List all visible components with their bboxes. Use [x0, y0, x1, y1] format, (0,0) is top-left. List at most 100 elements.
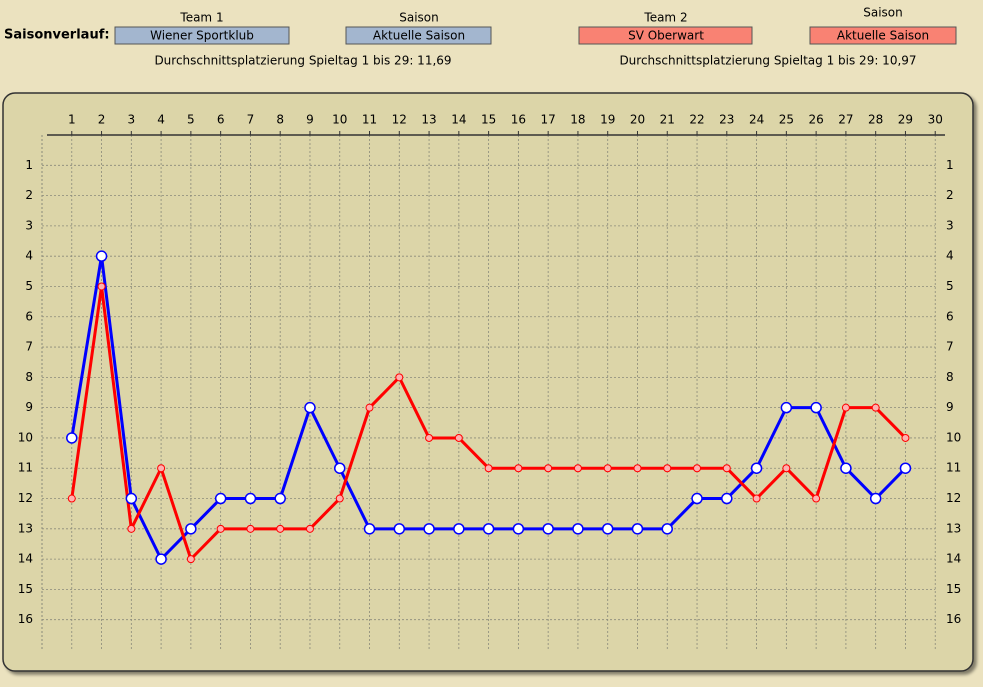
point — [423, 523, 435, 535]
season1-select[interactable]: Aktuelle Saison — [345, 26, 492, 45]
point — [482, 523, 495, 535]
x-tick-label: 4 — [157, 113, 165, 127]
point — [97, 282, 106, 291]
point — [395, 373, 404, 382]
point — [276, 524, 285, 533]
point — [454, 433, 463, 442]
point — [601, 523, 614, 535]
point — [216, 524, 225, 533]
x-tick-label: 17 — [541, 113, 556, 127]
y-tick-label-right: 15 — [946, 582, 961, 596]
point — [185, 523, 197, 535]
x-tick-label: 26 — [808, 113, 823, 127]
point — [246, 524, 255, 533]
point — [274, 492, 286, 505]
y-tick-label: 2 — [25, 188, 33, 202]
select-box[interactable] — [578, 26, 753, 45]
point — [899, 462, 912, 474]
x-tick-label: 23 — [719, 113, 734, 127]
y-tick-label-right: 12 — [946, 491, 961, 505]
team2-select[interactable]: SV Oberwart — [578, 26, 753, 45]
season1-label: Saison — [399, 11, 439, 25]
y-tick-label: 11 — [18, 461, 33, 475]
point — [812, 494, 821, 503]
point — [631, 523, 644, 535]
x-tick-label: 7 — [247, 113, 255, 127]
season1-value[interactable]: Aktuelle Saison — [373, 29, 465, 43]
x-tick-label: 3 — [128, 113, 136, 127]
point — [544, 464, 553, 473]
point — [721, 492, 733, 505]
x-tick-label: 21 — [660, 113, 675, 127]
point — [514, 464, 523, 473]
x-tick-label: 1 — [68, 113, 76, 127]
season2-value[interactable]: Aktuelle Saison — [837, 29, 929, 43]
point — [901, 433, 910, 442]
point — [333, 462, 346, 474]
x-tick-label: 11 — [362, 113, 377, 127]
point — [840, 462, 852, 474]
team2-name[interactable]: SV Oberwart — [628, 29, 704, 43]
point — [453, 523, 465, 535]
team2-label: Team 2 — [643, 11, 687, 25]
point — [780, 401, 793, 414]
y-tick-label: 5 — [25, 279, 33, 293]
point — [663, 464, 672, 473]
average-team1: Durchschnittsplatzierung Spieltag 1 bis … — [154, 54, 451, 68]
point — [661, 523, 674, 535]
point — [603, 464, 612, 473]
point — [722, 464, 731, 473]
y-tick-label: 6 — [25, 309, 33, 323]
x-tick-label: 6 — [217, 113, 225, 127]
team1-select[interactable]: Wiener Sportklub — [114, 26, 290, 45]
y-tick-label-right: 1 — [946, 158, 954, 172]
x-tick-label: 14 — [451, 113, 466, 127]
point — [67, 494, 76, 503]
point — [95, 250, 108, 262]
point — [484, 464, 493, 473]
select-box[interactable] — [114, 26, 290, 45]
team1-name[interactable]: Wiener Sportklub — [150, 29, 254, 43]
point — [869, 492, 882, 505]
chart-panel — [2, 92, 974, 672]
y-tick-label-right: 14 — [946, 552, 961, 566]
y-tick-label: 12 — [18, 491, 33, 505]
point — [363, 523, 376, 535]
team1-label: Team 1 — [179, 11, 223, 25]
x-tick-label: 30 — [928, 113, 943, 127]
y-tick-label-right: 6 — [946, 309, 954, 323]
y-tick-label: 7 — [25, 340, 33, 354]
x-tick-label: 13 — [421, 113, 436, 127]
x-tick-label: 5 — [187, 113, 195, 127]
y-tick-label: 13 — [18, 521, 33, 535]
point — [155, 553, 167, 565]
y-tick-label-right: 8 — [946, 370, 954, 384]
y-tick-label-right: 4 — [946, 249, 954, 263]
select-box[interactable] — [345, 26, 492, 45]
select-box[interactable] — [809, 26, 957, 45]
section-title: Saisonverlauf: — [4, 28, 110, 43]
point — [393, 523, 406, 535]
point — [214, 492, 227, 505]
point — [157, 464, 166, 473]
y-tick-label-right: 11 — [946, 461, 961, 475]
season2-select[interactable]: Aktuelle Saison — [809, 26, 957, 45]
point — [572, 523, 584, 535]
point — [66, 432, 78, 444]
x-tick-label: 20 — [630, 113, 645, 127]
point — [125, 492, 138, 505]
x-tick-label: 19 — [600, 113, 615, 127]
average-team2: Durchschnittsplatzierung Spieltag 1 bis … — [619, 54, 916, 68]
point — [186, 555, 195, 564]
point — [752, 494, 761, 503]
y-tick-label-right: 10 — [946, 430, 961, 444]
y-tick-label: 10 — [18, 430, 33, 444]
point — [365, 403, 374, 412]
y-tick-label: 16 — [18, 612, 33, 626]
y-tick-label: 4 — [25, 249, 33, 263]
point — [693, 464, 702, 473]
season2-label: Saison — [863, 6, 903, 20]
x-tick-label: 2 — [98, 113, 106, 127]
